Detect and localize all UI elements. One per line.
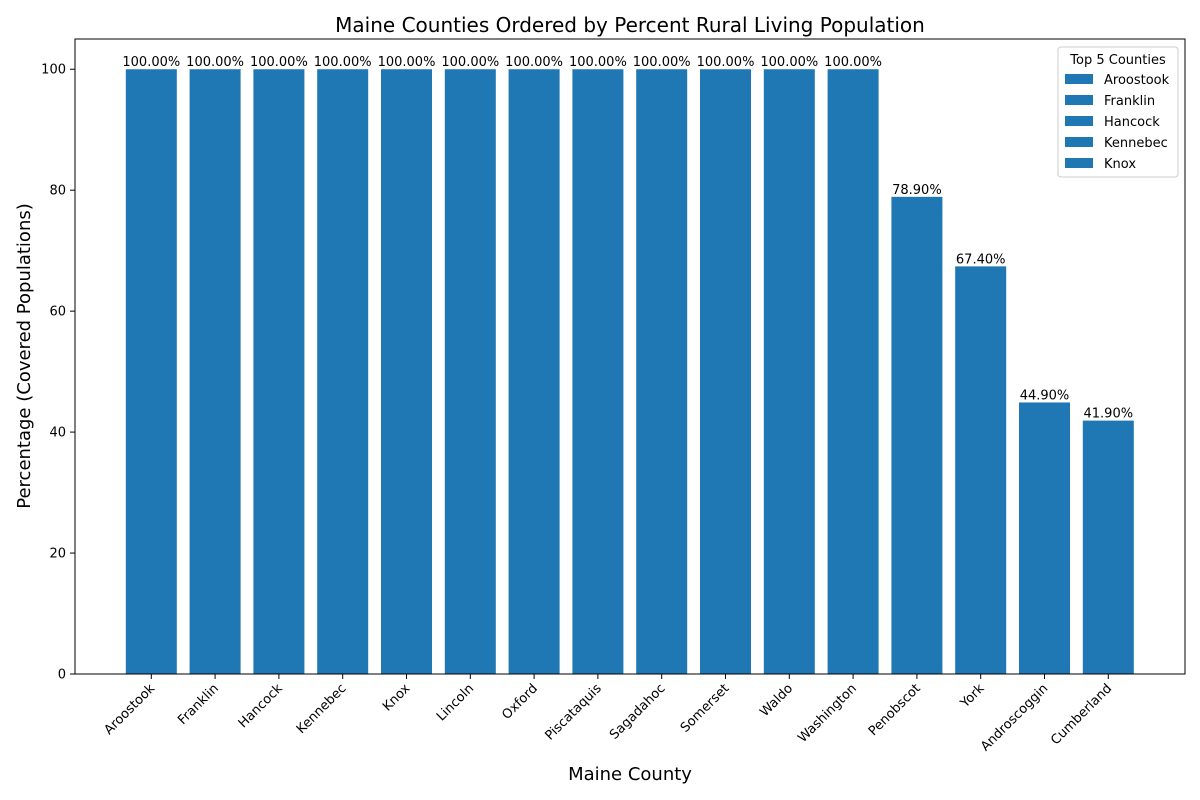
x-tick-label: Somerset — [678, 681, 733, 736]
y-axis: 0 20 40 60 80 100 — [41, 63, 75, 683]
x-tick-label: Lincoln — [434, 681, 477, 724]
bar[interactable] — [891, 196, 943, 675]
x-axis: Aroostook Franklin Hancock Kennebec Knox Linc… — [101, 674, 1115, 755]
legend-swatch — [1065, 95, 1093, 105]
legend-label: Kennebec — [1104, 136, 1168, 151]
x-tick-label: Oxford — [499, 681, 541, 723]
x-tick-label: York — [957, 681, 988, 712]
bar-value-label: 100.00% — [186, 55, 244, 70]
bar[interactable] — [1082, 420, 1134, 674]
bar[interactable] — [125, 69, 177, 674]
bar[interactable] — [381, 69, 432, 674]
bar-value-label: 41.90% — [1084, 407, 1134, 422]
x-tick-label: Penobscot — [866, 681, 924, 739]
legend-swatch — [1065, 116, 1093, 126]
bar[interactable] — [444, 69, 496, 674]
legend-label: Aroostook — [1104, 73, 1170, 88]
legend-title: Top 5 Counties — [1069, 53, 1166, 68]
bar-value-label: 44.90% — [1020, 388, 1070, 403]
y-axis-label: Percentage (Covered Populations) — [14, 203, 35, 509]
y-tick-label: 0 — [58, 668, 66, 683]
x-tick-label: Waldo — [757, 681, 796, 720]
bar-value-label: 100.00% — [824, 55, 882, 70]
x-tick-label: Sagadahoc — [607, 681, 669, 743]
plot-frame — [74, 38, 1186, 675]
y-tick-label: 100 — [41, 63, 66, 78]
bar[interactable] — [508, 69, 560, 674]
legend[interactable]: Top 5 Counties Aroostook Franklin Hancock K… — [1057, 46, 1179, 178]
legend-label: Hancock — [1104, 115, 1160, 130]
legend-swatch — [1065, 137, 1093, 147]
legend-label: Franklin — [1104, 94, 1155, 109]
bar[interactable] — [700, 69, 751, 674]
x-tick-label: Aroostook — [101, 681, 158, 738]
y-tick-label: 80 — [49, 184, 66, 199]
bar-value-label: 100.00% — [314, 55, 372, 70]
bar[interactable] — [253, 69, 305, 674]
bar-value-label: 100.00% — [250, 55, 308, 70]
bar[interactable] — [1019, 402, 1070, 674]
legend-swatch — [1065, 158, 1093, 168]
x-tick-label: Piscataquis — [543, 681, 605, 743]
chart-title: Maine Counties Ordered by Percent Rural … — [335, 13, 925, 37]
bar[interactable] — [955, 266, 1007, 674]
bar[interactable] — [572, 69, 624, 674]
x-tick-label: Franklin — [175, 681, 222, 728]
bar-value-label: 100.00% — [441, 55, 499, 70]
bar[interactable] — [189, 69, 241, 674]
bar-value-label: 100.00% — [569, 55, 627, 70]
bars-group — [125, 69, 1134, 675]
data-labels-group: 100.00% 100.00% 100.00% 100.00% 100.00% 100.0… — [122, 55, 1133, 421]
x-tick-label: Kennebec — [294, 681, 350, 737]
bar[interactable] — [763, 69, 815, 674]
bar-value-label: 100.00% — [122, 55, 180, 70]
y-tick-label: 60 — [49, 305, 66, 320]
bar[interactable] — [827, 69, 879, 674]
bar-value-label: 100.00% — [378, 55, 436, 70]
y-tick-label: 40 — [49, 426, 66, 441]
bar-value-label: 100.00% — [505, 55, 563, 70]
bar-value-label: 78.90% — [892, 183, 942, 198]
legend-swatch — [1065, 74, 1093, 84]
legend-label: Knox — [1104, 157, 1136, 172]
bar-value-label: 100.00% — [697, 55, 755, 70]
bar-value-label: 67.40% — [956, 252, 1006, 267]
bar[interactable] — [636, 69, 688, 674]
bar-value-label: 100.00% — [633, 55, 691, 70]
x-tick-label: Cumberland — [1048, 681, 1115, 748]
x-tick-label: Androscoggin — [978, 681, 1051, 754]
bar[interactable] — [317, 69, 369, 674]
bar-value-label: 100.00% — [760, 55, 818, 70]
x-tick-label: Hancock — [236, 681, 286, 731]
x-tick-label: Knox — [380, 681, 413, 714]
y-tick-label: 20 — [49, 547, 66, 562]
x-axis-label: Maine County — [568, 764, 692, 785]
legend-items: Aroostook Franklin Hancock Kennebec Knox — [1065, 73, 1170, 172]
x-tick-label: Washington — [795, 681, 860, 746]
